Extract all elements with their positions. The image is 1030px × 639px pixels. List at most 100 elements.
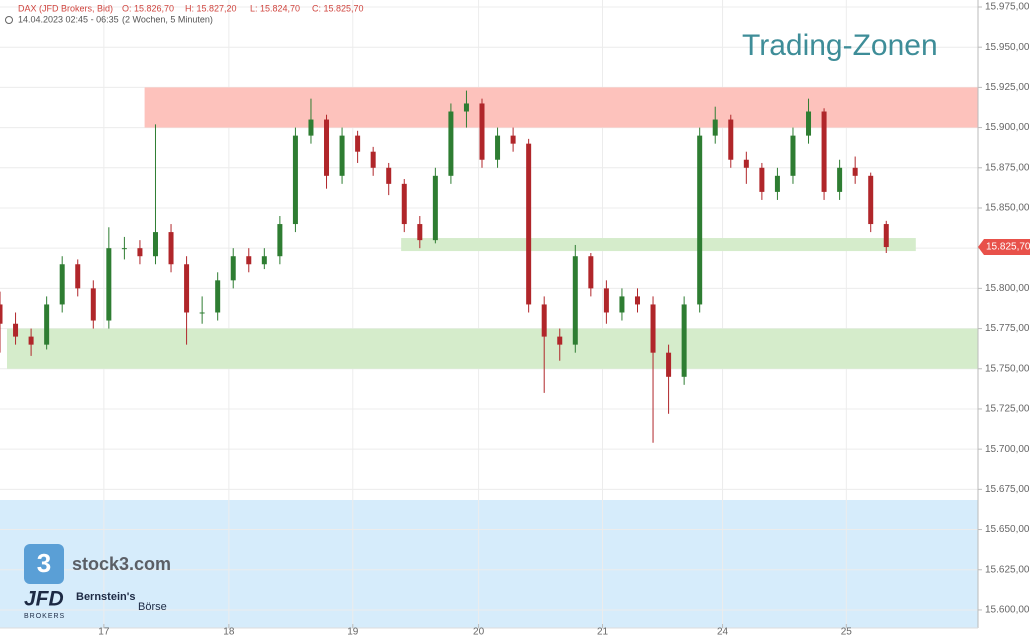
y-tick-label: 15.675,00 (985, 484, 1030, 495)
candle-body (168, 232, 174, 265)
candle-body (261, 256, 267, 265)
y-tick-label: 15.725,00 (985, 404, 1030, 415)
candle-body (28, 336, 34, 345)
candle-body (588, 256, 594, 289)
candle-body (184, 264, 190, 313)
broker-name: JFD (24, 588, 64, 611)
candle-body (790, 135, 796, 176)
candle-body (743, 159, 749, 168)
header-interval: (2 Wochen, 5 Minuten) (122, 14, 213, 24)
candle-body (339, 135, 345, 176)
logo-icon (24, 544, 64, 584)
chart-title: Trading-Zonen (742, 29, 938, 62)
candle-body (806, 111, 812, 136)
x-tick-label: 20 (473, 627, 485, 638)
candle-body (774, 175, 780, 192)
candle-body (557, 336, 563, 345)
y-tick-label: 15.775,00 (985, 323, 1030, 334)
candle-body (230, 256, 236, 281)
y-tick-label: 15.625,00 (985, 564, 1030, 575)
candle-body (541, 304, 547, 337)
y-tick-label: 15.700,00 (985, 444, 1030, 455)
candle-body (759, 167, 765, 192)
trading-zone (144, 87, 978, 128)
candle-body (277, 224, 283, 257)
candle-body (603, 288, 609, 313)
candle-body (634, 296, 640, 305)
site-name: stock3.com (72, 554, 171, 574)
candle-body (137, 248, 143, 257)
candle-body (666, 352, 672, 377)
candle-body (526, 143, 532, 305)
candle-body (883, 224, 889, 248)
candle-body (712, 119, 718, 136)
y-tick-label: 15.850,00 (985, 203, 1030, 214)
x-tick-label: 17 (98, 627, 110, 638)
y-tick-label: 15.650,00 (985, 524, 1030, 535)
candle-body (370, 151, 376, 168)
x-tick-label: 21 (597, 627, 609, 638)
y-tick-label: 15.875,00 (985, 162, 1030, 173)
candle-body (0, 304, 3, 324)
candle-body (199, 312, 205, 314)
candle-body (650, 304, 656, 353)
candle-body (417, 224, 423, 241)
candle-body (13, 323, 19, 337)
candle-body (448, 111, 454, 176)
logo-icon-text: 3 (37, 548, 51, 578)
partner-sub: Börse (138, 601, 167, 613)
candle-body (215, 280, 221, 313)
header-close: C: 15.825,70 (312, 3, 364, 13)
candle-body (821, 111, 827, 192)
header-period: 14.04.2023 02:45 - 06:35 (18, 14, 119, 24)
candle-body (106, 248, 112, 321)
candle-body (510, 135, 516, 144)
y-tick-label: 15.600,00 (985, 605, 1030, 616)
candle-body (681, 304, 687, 377)
trading-zone (6, 328, 978, 369)
trading-zone (401, 238, 916, 252)
candle-body (308, 119, 314, 136)
y-tick-label: 15.950,00 (985, 42, 1030, 53)
header-low: L: 15.824,70 (250, 3, 300, 13)
candle-body (152, 232, 158, 257)
header-symbol: DAX (JFD Brokers, Bid) (18, 3, 113, 13)
candle-body (479, 103, 485, 160)
candle-body (292, 135, 298, 225)
candle-body (697, 135, 703, 305)
candle-body (59, 264, 65, 305)
clock-icon (5, 16, 13, 24)
y-tick-label: 15.800,00 (985, 283, 1030, 294)
candle-body (728, 119, 734, 160)
candle-body (386, 167, 392, 184)
candle-body (401, 183, 407, 225)
last-price-label: 15.825,70 (986, 242, 1030, 253)
candle-body (75, 264, 81, 289)
candle-body (619, 296, 625, 313)
x-tick-label: 24 (717, 627, 729, 638)
header-open: O: 15.826,70 (122, 3, 174, 13)
candle-body (121, 248, 127, 250)
branding-panel (0, 500, 978, 628)
candle-body (463, 103, 469, 112)
partner-name: Bernstein's (76, 591, 135, 603)
candle-body (852, 167, 858, 176)
candle-body (837, 167, 843, 192)
x-tick-label: 25 (841, 627, 853, 638)
candle-body (355, 135, 361, 152)
candle-body (868, 175, 874, 225)
candle-body (432, 175, 438, 241)
y-tick-label: 15.900,00 (985, 122, 1030, 133)
candle-body (44, 304, 50, 345)
header-high: H: 15.827,20 (185, 3, 237, 13)
y-tick-label: 15.750,00 (985, 363, 1030, 374)
candle-body (572, 256, 578, 345)
candle-body (90, 288, 96, 321)
x-tick-label: 19 (347, 627, 359, 638)
last-price-tag (978, 239, 1030, 256)
candle-body (324, 119, 330, 176)
broker-sub: BROKERS (24, 613, 65, 620)
y-tick-label: 15.975,00 (985, 2, 1030, 13)
x-tick-label: 18 (223, 627, 235, 638)
